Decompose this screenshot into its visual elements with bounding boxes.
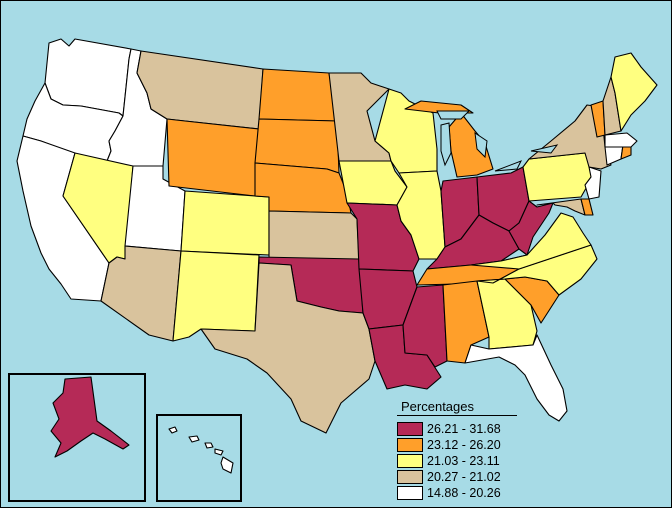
state-DE bbox=[580, 198, 594, 216]
legend-label: 26.21 - 31.68 bbox=[427, 421, 501, 436]
legend-label: 20.27 - 21.02 bbox=[427, 469, 501, 484]
legend-row: 21.03 - 23.11 bbox=[397, 453, 517, 468]
state-ME bbox=[610, 52, 658, 132]
legend-label: 21.03 - 23.11 bbox=[427, 453, 500, 468]
state-TX bbox=[200, 262, 376, 434]
state-NM bbox=[172, 250, 260, 342]
legend-label: 14.88 - 20.26 bbox=[427, 485, 501, 500]
state-MI bbox=[404, 100, 494, 178]
state-WV bbox=[508, 200, 554, 256]
legend: Percentages 26.21 - 31.68 23.12 - 26.20 … bbox=[397, 399, 517, 501]
state-AZ bbox=[100, 245, 182, 342]
legend-swatch bbox=[397, 485, 423, 500]
state-MS bbox=[402, 284, 448, 368]
state-NJ bbox=[584, 166, 602, 200]
legend-swatch bbox=[397, 469, 423, 484]
state-AK bbox=[50, 376, 130, 458]
legend-row: 14.88 - 20.26 bbox=[397, 485, 517, 500]
legend-swatch bbox=[397, 421, 423, 436]
hawaii-inset-frame bbox=[156, 414, 242, 502]
legend-swatch bbox=[397, 453, 423, 468]
state-KS bbox=[268, 210, 360, 260]
legend-row: 20.27 - 21.02 bbox=[397, 469, 517, 484]
state-CT bbox=[604, 144, 624, 166]
state-VA bbox=[470, 212, 592, 270]
state-FL bbox=[464, 334, 568, 422]
state-MA bbox=[604, 132, 638, 148]
state-CO bbox=[180, 190, 270, 256]
state-ND bbox=[258, 68, 338, 122]
legend-title: Percentages bbox=[397, 399, 517, 416]
state-HI bbox=[168, 426, 234, 474]
legend-row: 26.21 - 31.68 bbox=[397, 421, 517, 436]
alaska-inset-frame bbox=[8, 373, 146, 502]
state-WY bbox=[166, 118, 260, 197]
great-lakes bbox=[436, 110, 559, 172]
state-PA bbox=[522, 152, 596, 202]
state-IL bbox=[396, 170, 446, 260]
legend-row: 23.12 - 26.20 bbox=[397, 437, 517, 452]
legend-label: 23.12 - 26.20 bbox=[427, 437, 501, 452]
legend-swatch bbox=[397, 437, 423, 452]
